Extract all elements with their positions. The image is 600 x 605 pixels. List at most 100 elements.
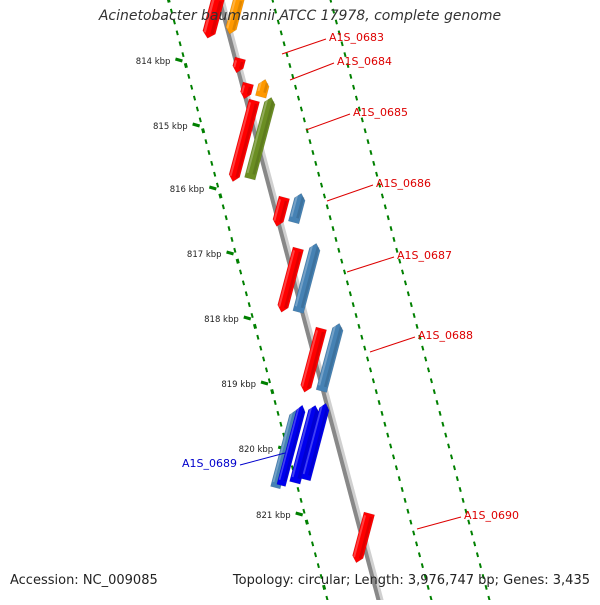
- gene-feature: [300, 402, 330, 482]
- tick-mark: [360, 117, 364, 123]
- tick-mark: [343, 269, 347, 275]
- gene-feature: [352, 511, 375, 564]
- tick-mark: [198, 117, 202, 123]
- tick-mark: [296, 486, 300, 492]
- tick-mark: [285, 52, 289, 58]
- tick-mark: [447, 443, 451, 449]
- tick-mark: [386, 432, 390, 438]
- tick-mark: [375, 171, 379, 177]
- tick-mark: [380, 410, 384, 416]
- gene-label[interactable]: A1S_0690: [464, 509, 519, 522]
- tick-mark: [239, 269, 243, 275]
- tick-mark: [328, 215, 332, 221]
- gene-feature: [315, 323, 344, 393]
- scale-tick-label: 818 kbp: [204, 315, 239, 325]
- tick-mark: [366, 356, 370, 362]
- tick-mark: [487, 595, 491, 601]
- tick-mark: [349, 73, 353, 79]
- tick-mark: [363, 128, 367, 134]
- tick-mark: [444, 432, 448, 438]
- tick-mark: [282, 41, 286, 47]
- tick-mark: [484, 584, 488, 590]
- tick-mark: [352, 84, 356, 90]
- tick-mark: [438, 410, 442, 416]
- tick-mark: [423, 573, 427, 579]
- tick-mark: [299, 497, 303, 503]
- tick-mark: [273, 400, 277, 406]
- tick-mark: [398, 258, 402, 264]
- tick-mark: [183, 62, 188, 69]
- tick-mark: [372, 160, 376, 166]
- tick-mark: [288, 62, 292, 68]
- tick-mark: [412, 530, 416, 536]
- tick-mark: [172, 19, 176, 25]
- tick-mark: [363, 345, 367, 351]
- gene-label[interactable]: A1S_0684: [337, 55, 392, 68]
- tick-mark: [366, 139, 370, 145]
- tick-mark: [369, 149, 373, 155]
- tick-mark: [343, 52, 347, 58]
- tick-mark: [475, 552, 480, 558]
- scale-tick-label: 815 kbp: [153, 122, 188, 132]
- tick-mark: [230, 236, 234, 242]
- tick-mark: [273, 8, 278, 14]
- tick-mark: [334, 236, 338, 242]
- tick-mark: [319, 182, 324, 188]
- gene-feature: [288, 193, 306, 225]
- tick-mark: [470, 530, 474, 536]
- label-leader-line: [239, 452, 286, 466]
- tick-mark: [401, 269, 405, 275]
- tick-mark: [244, 291, 248, 297]
- tick-mark: [426, 367, 431, 373]
- tick-mark: [415, 541, 419, 547]
- tick-mark: [418, 334, 422, 340]
- gene-label[interactable]: A1S_0683: [329, 31, 384, 44]
- gene-label[interactable]: A1S_0687: [397, 249, 452, 262]
- gene-label[interactable]: A1S_0685: [353, 106, 408, 119]
- tick-mark: [322, 193, 327, 199]
- tick-mark: [429, 378, 433, 384]
- label-leader-line: [416, 516, 462, 530]
- tick-mark: [360, 334, 364, 340]
- tick-mark: [291, 73, 295, 79]
- gene-feature: [300, 326, 327, 393]
- gene-feature: [240, 81, 254, 100]
- major-tick: [226, 250, 234, 256]
- tick-mark: [313, 552, 318, 558]
- tick-mark: [250, 313, 254, 319]
- tick-mark: [175, 30, 179, 36]
- gene-labels: A1S_0683 A1S_0684 A1S_0685 A1S_0686 A1S_0687…: [182, 31, 519, 530]
- tick-mark: [316, 563, 320, 569]
- tick-mark: [322, 584, 327, 590]
- major-tick: [208, 185, 217, 191]
- tick-mark: [403, 280, 408, 286]
- accession-text: Accession: NC_009085: [10, 573, 158, 588]
- feature-tracks: [202, 0, 375, 564]
- tick-mark: [317, 171, 321, 177]
- tick-mark: [259, 345, 263, 351]
- tick-mark: [415, 323, 419, 329]
- tick-mark: [166, 0, 171, 3]
- gene-label[interactable]: A1S_0689: [182, 457, 237, 470]
- gene-label[interactable]: A1S_0686: [376, 177, 431, 190]
- tick-mark: [325, 204, 329, 210]
- tick-mark: [331, 8, 336, 14]
- tick-mark: [241, 280, 246, 286]
- tick-mark: [449, 454, 454, 460]
- tick-mark: [417, 552, 422, 558]
- tick-mark: [302, 117, 306, 123]
- tick-mark: [329, 0, 333, 3]
- tick-mark: [279, 421, 283, 427]
- major-tick: [260, 380, 269, 386]
- tick-mark: [207, 149, 211, 155]
- tick-mark: [461, 497, 465, 503]
- gene-label[interactable]: A1S_0688: [418, 329, 473, 342]
- major-tick: [175, 57, 183, 63]
- tick-mark: [383, 204, 387, 210]
- gene-feature: [202, 0, 225, 39]
- tick-mark: [346, 62, 350, 68]
- tick-mark: [354, 95, 359, 101]
- map-title: Acinetobacter baumannii ATCC 17978, comp…: [98, 8, 502, 24]
- tick-mark: [374, 389, 378, 395]
- tick-mark: [215, 182, 220, 188]
